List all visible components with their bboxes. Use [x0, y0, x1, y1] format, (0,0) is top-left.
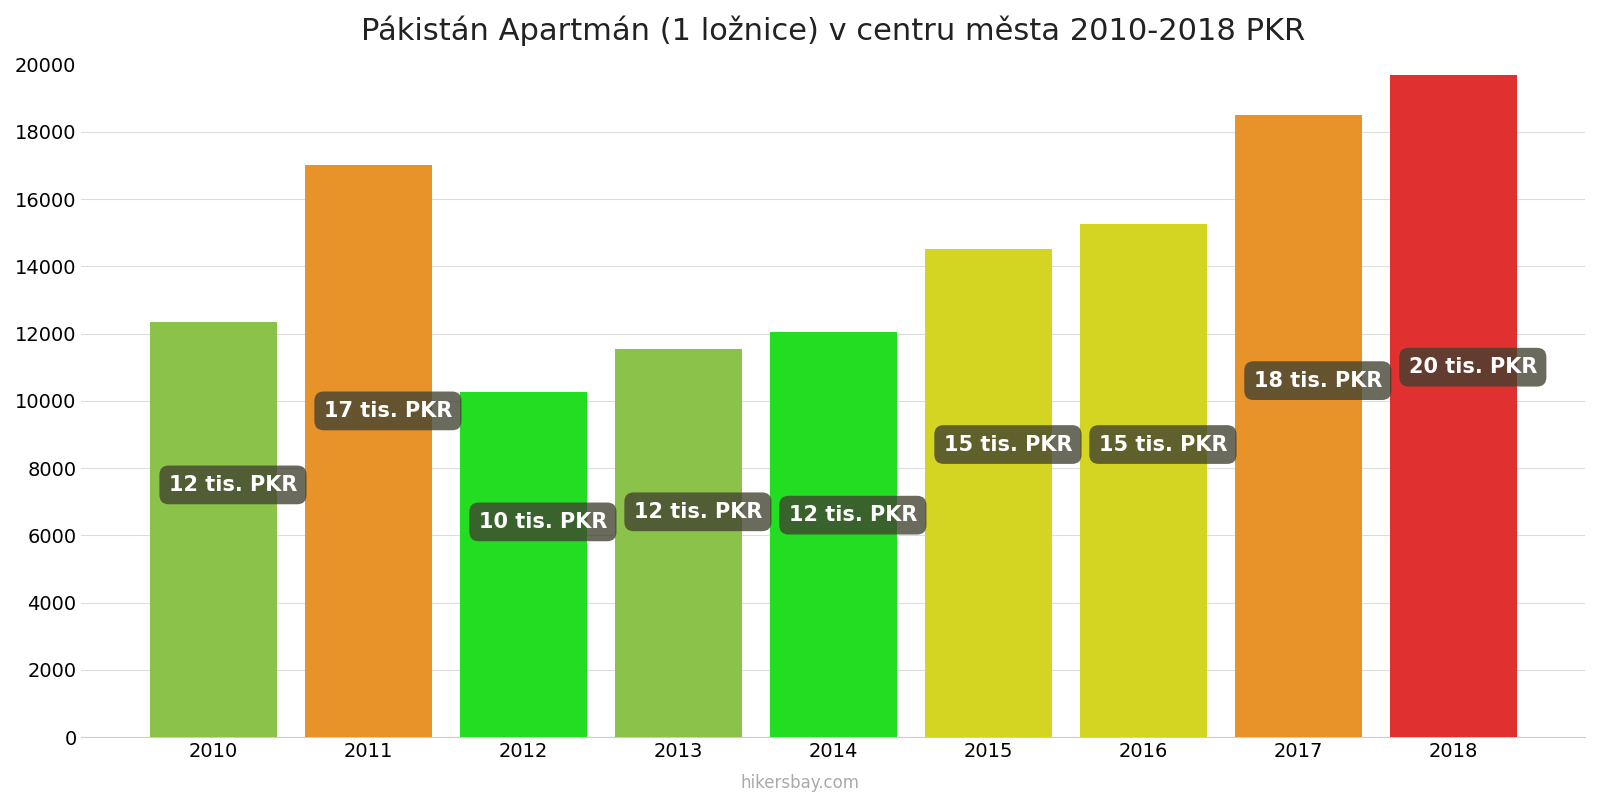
Bar: [150, 322, 277, 737]
Bar: [925, 250, 1051, 737]
Bar: [614, 349, 742, 737]
Text: 15 tis. PKR: 15 tis. PKR: [944, 434, 1072, 454]
Title: Pákistán Apartmán (1 ložnice) v centru města 2010-2018 PKR: Pákistán Apartmán (1 ložnice) v centru m…: [362, 15, 1306, 46]
Bar: [304, 166, 432, 737]
Text: 10 tis. PKR: 10 tis. PKR: [478, 512, 606, 532]
Text: 12 tis. PKR: 12 tis. PKR: [634, 502, 762, 522]
Text: 12 tis. PKR: 12 tis. PKR: [168, 475, 298, 495]
Text: 17 tis. PKR: 17 tis. PKR: [323, 401, 453, 421]
Text: 12 tis. PKR: 12 tis. PKR: [789, 505, 917, 525]
Text: hikersbay.com: hikersbay.com: [741, 774, 859, 792]
Text: 15 tis. PKR: 15 tis. PKR: [1099, 434, 1227, 454]
Text: 18 tis. PKR: 18 tis. PKR: [1254, 370, 1382, 390]
Text: 20 tis. PKR: 20 tis. PKR: [1408, 357, 1538, 377]
Bar: [459, 393, 587, 737]
Bar: [1389, 74, 1517, 737]
Bar: [770, 332, 896, 737]
Bar: [1235, 115, 1362, 737]
Bar: [1080, 224, 1206, 737]
